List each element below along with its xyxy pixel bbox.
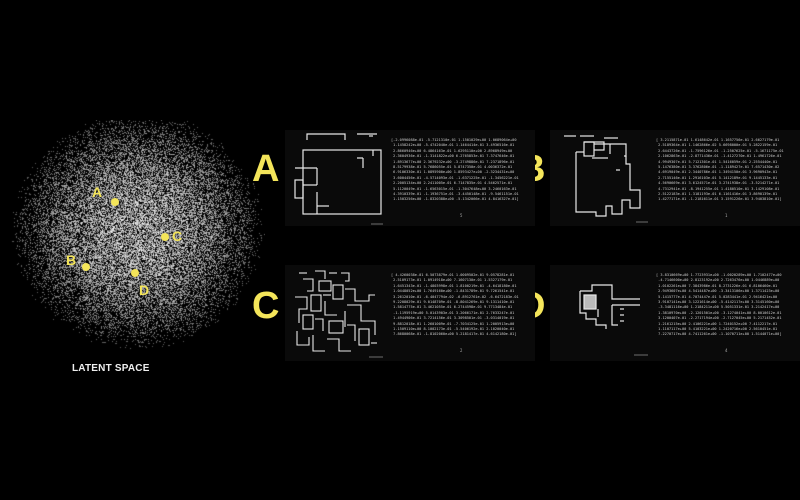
point-label-a: A bbox=[92, 184, 103, 200]
point-a-dot bbox=[111, 198, 119, 206]
page-number-a: 5 bbox=[460, 213, 463, 218]
latent-vector-c: [ 4.4260038e-01 6.5073879e-01 1.0009502e… bbox=[391, 273, 519, 337]
point-label-c: C bbox=[172, 228, 183, 244]
latent-space-cloud bbox=[10, 120, 265, 360]
page-number-c: 2 bbox=[460, 348, 463, 353]
latent-vector-a: [-2.0996088e-01 -5.7121310e-01 1.1501029… bbox=[391, 138, 519, 202]
sample-letter-c: C bbox=[252, 285, 280, 327]
point-label-b: B bbox=[66, 252, 77, 268]
point-b-dot bbox=[82, 263, 90, 271]
page-number-b: 1 bbox=[725, 213, 728, 218]
point-c-dot bbox=[161, 233, 169, 241]
sample-letter-a: A bbox=[252, 148, 280, 190]
sample-panel-c: [ 4.4260038e-01 6.5073879e-01 1.0009502e… bbox=[285, 265, 535, 361]
sample-panel-d: [ 3.8310669e+00 1.7723931e+00 -1.0020289… bbox=[550, 265, 800, 361]
sample-panel-a: [-2.0996088e-01 -5.7121310e-01 1.1501029… bbox=[285, 130, 535, 226]
page-number-d: 4 bbox=[725, 348, 728, 353]
point-label-d: D bbox=[139, 282, 150, 298]
floorplan-b bbox=[564, 135, 648, 223]
sample-panel-b: [ 3.2115871e-01 1.6148642e-01 1.1657756e… bbox=[550, 130, 800, 226]
latent-vector-d: [ 3.8310669e+00 1.7723931e+00 -1.0020289… bbox=[656, 273, 782, 337]
floorplan-a bbox=[294, 133, 383, 225]
point-d-dot bbox=[131, 269, 139, 277]
floorplan-d bbox=[579, 284, 648, 356]
floorplan-c bbox=[295, 270, 383, 358]
latent-vector-b: [ 3.2115871e-01 1.6148642e-01 1.1657756e… bbox=[656, 138, 784, 202]
latent-space-title: LATENT SPACE bbox=[72, 363, 150, 374]
